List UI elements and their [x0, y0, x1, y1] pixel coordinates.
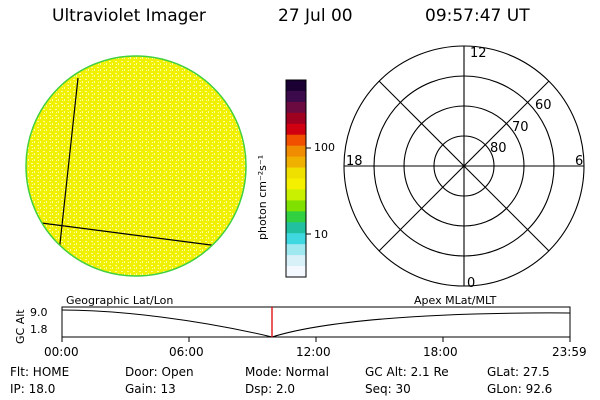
colorbar-band — [286, 244, 306, 256]
header-time: 09:57:47 UT — [425, 6, 530, 26]
status-door: Door: Open — [125, 365, 194, 379]
time-label-0600: 06:00 — [169, 345, 204, 359]
colorbar-band — [286, 255, 306, 267]
colorbar-band — [286, 112, 306, 125]
meridian-line — [57, 77, 79, 263]
lat-label-80: 80 — [490, 141, 507, 156]
disk-fill — [26, 56, 246, 276]
mlt-label-18: 18 — [346, 154, 363, 169]
colorbar-band — [286, 134, 306, 147]
mlt-label-6: 6 — [575, 154, 584, 169]
status-gcalt: GC Alt: 2.1 Re — [365, 365, 449, 379]
instrument-title: Ultraviolet Imager — [52, 6, 206, 26]
mlt-label-0: 0 — [467, 276, 476, 291]
colorbar-tick-100: 100 — [314, 141, 335, 154]
lat-label-70: 70 — [512, 120, 529, 135]
colorbar-band — [286, 80, 306, 92]
time-label-1200: 12:00 — [296, 345, 331, 359]
timeline-right-title: Apex MLat/MLT — [414, 294, 497, 307]
colorbar-band — [286, 233, 306, 245]
colorbar-band — [286, 156, 306, 169]
status-ip: IP: 18.0 — [10, 382, 56, 396]
status-seq: Seq: 30 — [365, 382, 411, 396]
time-label-2359: 23:59 — [552, 345, 587, 359]
status-mode: Mode: Normal — [245, 365, 329, 379]
lat-label-60: 60 — [535, 98, 552, 113]
timeline-y-label-top: 9.0 — [30, 306, 48, 319]
parallel-line — [26, 220, 235, 249]
time-label-0000: 00:00 — [44, 345, 79, 359]
timeline-left-title: Geographic Lat/Lon — [66, 294, 174, 307]
colorbar-band — [286, 90, 306, 103]
status-glon: GLon: 92.6 — [487, 382, 553, 396]
colorbar-band — [286, 266, 306, 278]
colorbar-band — [286, 123, 306, 136]
colorbar-band — [286, 211, 306, 223]
status-flt: Flt: HOME — [10, 365, 70, 379]
colorbar-band — [286, 178, 306, 190]
status-glat: GLat: 27.5 — [487, 365, 550, 379]
altitude-curve — [61, 309, 571, 338]
colorbar-tick-10: 10 — [314, 228, 328, 241]
status-dsp: Dsp: 2.0 — [245, 382, 296, 396]
header-date: 27 Jul 00 — [278, 6, 353, 26]
colorbar-band — [286, 145, 306, 158]
colorbar-band — [286, 189, 306, 201]
colorbar-band — [286, 167, 306, 179]
colorbar-band — [286, 101, 306, 114]
status-gain: Gain: 13 — [125, 382, 176, 396]
mlt-label-12: 12 — [470, 46, 487, 61]
disk-rim — [25, 55, 247, 277]
timeline-y-label-bottom: 1.8 — [30, 323, 48, 336]
time-label-1800: 18:00 — [423, 345, 458, 359]
colorbar-band — [286, 200, 306, 212]
colorbar-band — [286, 222, 306, 234]
